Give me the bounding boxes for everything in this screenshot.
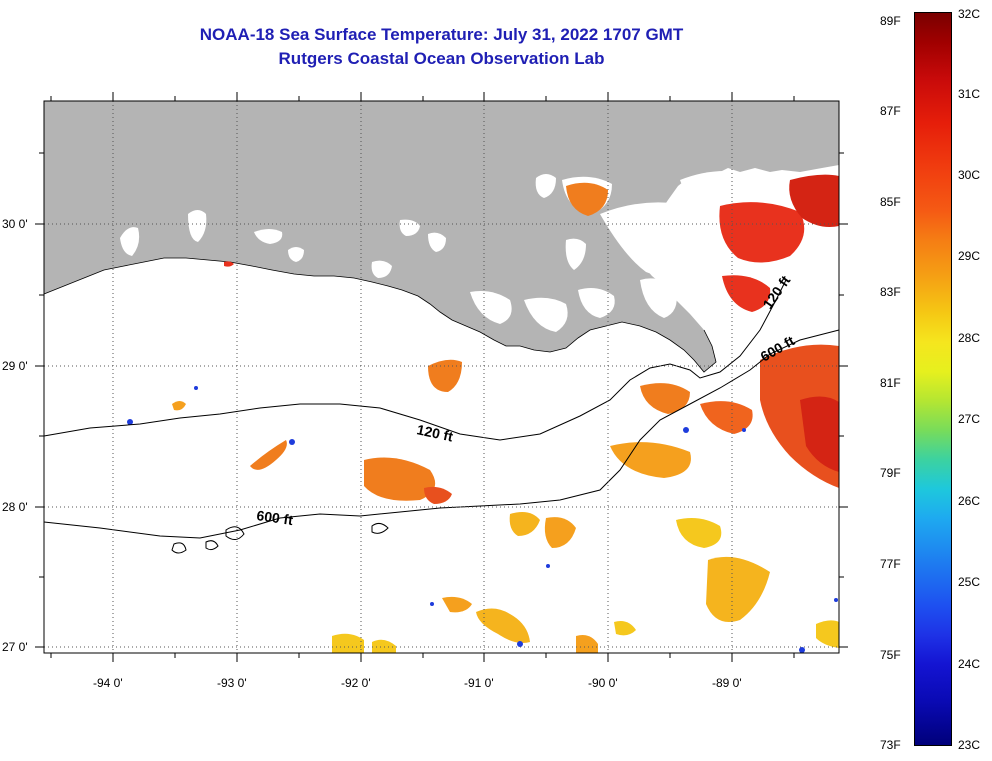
map-frame — [43, 100, 840, 654]
scale-label-celsius: 29C — [958, 249, 981, 263]
scale-label-celsius: 25C — [958, 575, 981, 589]
scale-label-fahrenheit: 87F — [880, 104, 901, 118]
scale-label-fahrenheit: 89F — [880, 14, 901, 28]
frame-ticks — [35, 92, 848, 662]
lat-label: 27 0' — [2, 640, 28, 654]
contour-small-ring — [171, 542, 187, 554]
scale-label-fahrenheit: 83F — [880, 285, 901, 299]
scale-label-celsius: 23C — [958, 738, 981, 752]
scale-label-celsius: 32C — [958, 7, 981, 21]
scale-label-fahrenheit: 77F — [880, 557, 901, 571]
contour-120ft — [43, 279, 787, 441]
contour-small-ring — [371, 522, 389, 534]
map-subtitle: Rutgers Coastal Ocean Observation Lab — [278, 49, 605, 68]
graticule — [44, 101, 839, 653]
scale-label-fahrenheit: 75F — [880, 648, 901, 662]
sst-patches — [172, 174, 839, 653]
color-scale-bar — [914, 12, 952, 746]
contour-label-120ft: 120 ft — [415, 421, 454, 444]
frame-minor-ticks — [39, 96, 844, 658]
scale-label-fahrenheit: 81F — [880, 376, 901, 390]
scale-label-celsius: 27C — [958, 412, 981, 426]
lon-label: -91 0' — [464, 676, 494, 690]
contour-600ft — [43, 329, 840, 539]
contour-small-ring — [205, 540, 219, 551]
lon-label: -92 0' — [341, 676, 371, 690]
cool-specks — [127, 386, 838, 653]
lon-label: -93 0' — [217, 676, 247, 690]
contour-small-ring — [225, 526, 245, 540]
scale-label-celsius: 31C — [958, 87, 981, 101]
scale-label-celsius: 28C — [958, 331, 981, 345]
scale-label-fahrenheit: 79F — [880, 466, 901, 480]
contour-label-600ft: 600 ft — [256, 507, 295, 528]
lon-label: -89 0' — [712, 676, 742, 690]
scale-label-fahrenheit: 73F — [880, 738, 901, 752]
coastline — [43, 257, 717, 373]
lon-label: -90 0' — [588, 676, 618, 690]
lat-label: 28 0' — [2, 500, 28, 514]
scale-label-celsius: 26C — [958, 494, 981, 508]
scale-label-celsius: 30C — [958, 168, 981, 182]
map-title: NOAA-18 Sea Surface Temperature: July 31… — [199, 25, 684, 44]
scale-label-celsius: 24C — [958, 657, 981, 671]
lat-label: 30 0' — [2, 217, 28, 231]
lon-label: -94 0' — [93, 676, 123, 690]
lat-label: 29 0' — [2, 359, 28, 373]
scale-label-fahrenheit: 85F — [880, 195, 901, 209]
